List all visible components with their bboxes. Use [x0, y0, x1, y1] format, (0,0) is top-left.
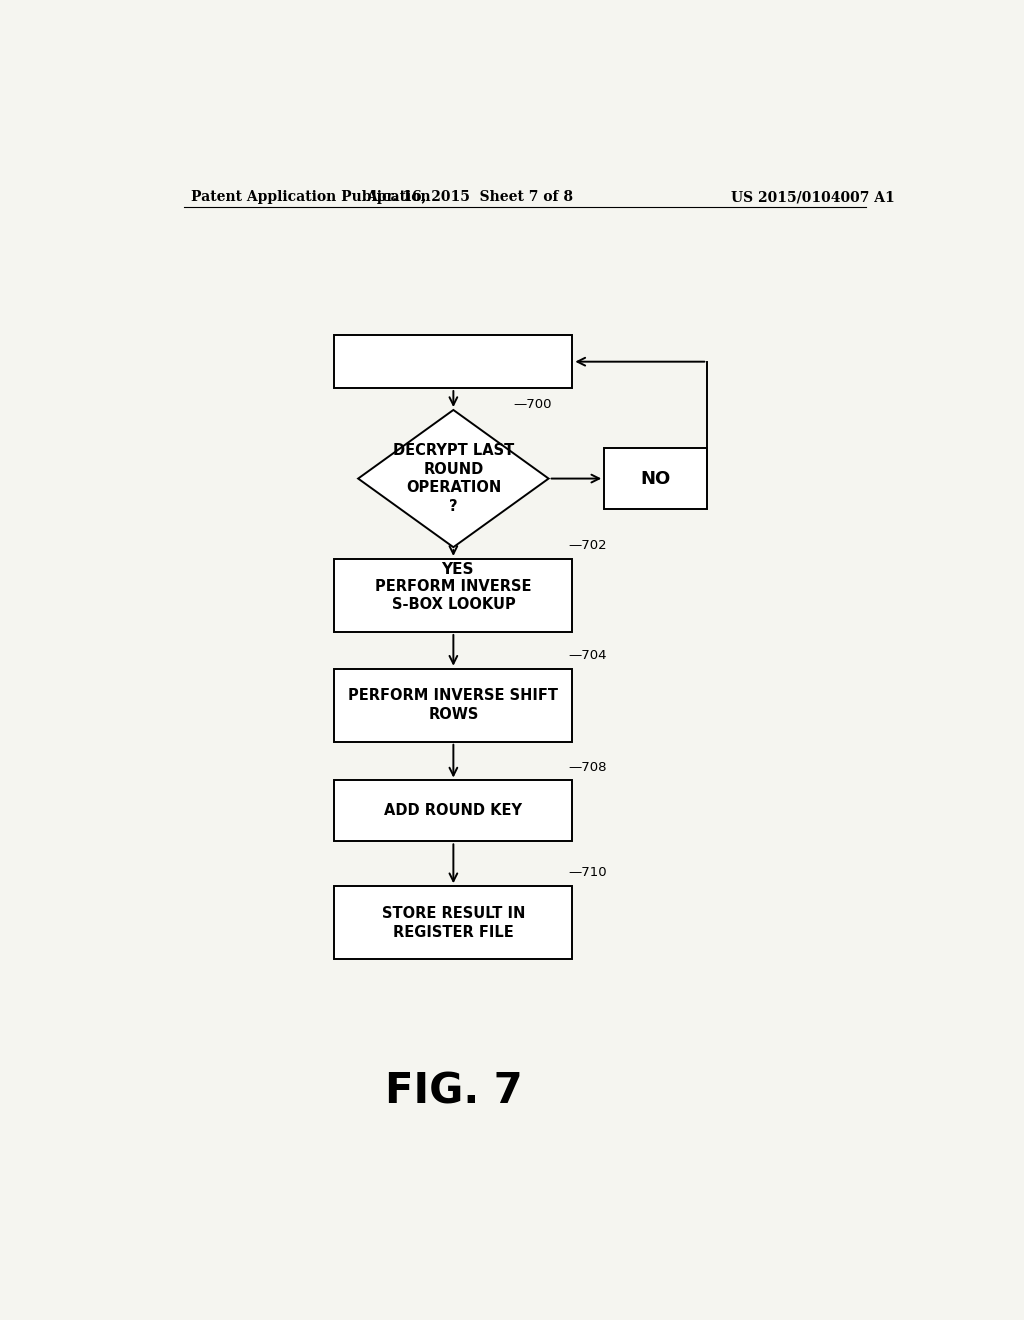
- Bar: [604, 447, 708, 510]
- Text: PERFORM INVERSE SHIFT
ROWS: PERFORM INVERSE SHIFT ROWS: [348, 689, 558, 722]
- Text: —700: —700: [513, 399, 551, 412]
- Text: FIG. 7: FIG. 7: [384, 1071, 522, 1113]
- Text: NO: NO: [641, 470, 671, 487]
- Text: —702: —702: [568, 539, 607, 552]
- Bar: [334, 886, 572, 960]
- Text: —710: —710: [568, 866, 607, 879]
- Text: YES: YES: [441, 562, 473, 577]
- Bar: [334, 558, 572, 632]
- Text: —708: —708: [568, 760, 607, 774]
- Polygon shape: [358, 411, 549, 548]
- Text: —704: —704: [568, 649, 607, 661]
- Bar: [334, 335, 572, 388]
- Bar: [334, 780, 572, 841]
- Bar: [334, 669, 572, 742]
- Text: US 2015/0104007 A1: US 2015/0104007 A1: [731, 190, 895, 205]
- Text: Patent Application Publication: Patent Application Publication: [191, 190, 431, 205]
- Text: ADD ROUND KEY: ADD ROUND KEY: [384, 804, 522, 818]
- Text: STORE RESULT IN
REGISTER FILE: STORE RESULT IN REGISTER FILE: [382, 906, 525, 940]
- Text: Apr. 16, 2015  Sheet 7 of 8: Apr. 16, 2015 Sheet 7 of 8: [366, 190, 572, 205]
- Text: PERFORM INVERSE
S-BOX LOOKUP: PERFORM INVERSE S-BOX LOOKUP: [375, 578, 531, 612]
- Text: DECRYPT LAST
ROUND
OPERATION
?: DECRYPT LAST ROUND OPERATION ?: [393, 444, 514, 513]
